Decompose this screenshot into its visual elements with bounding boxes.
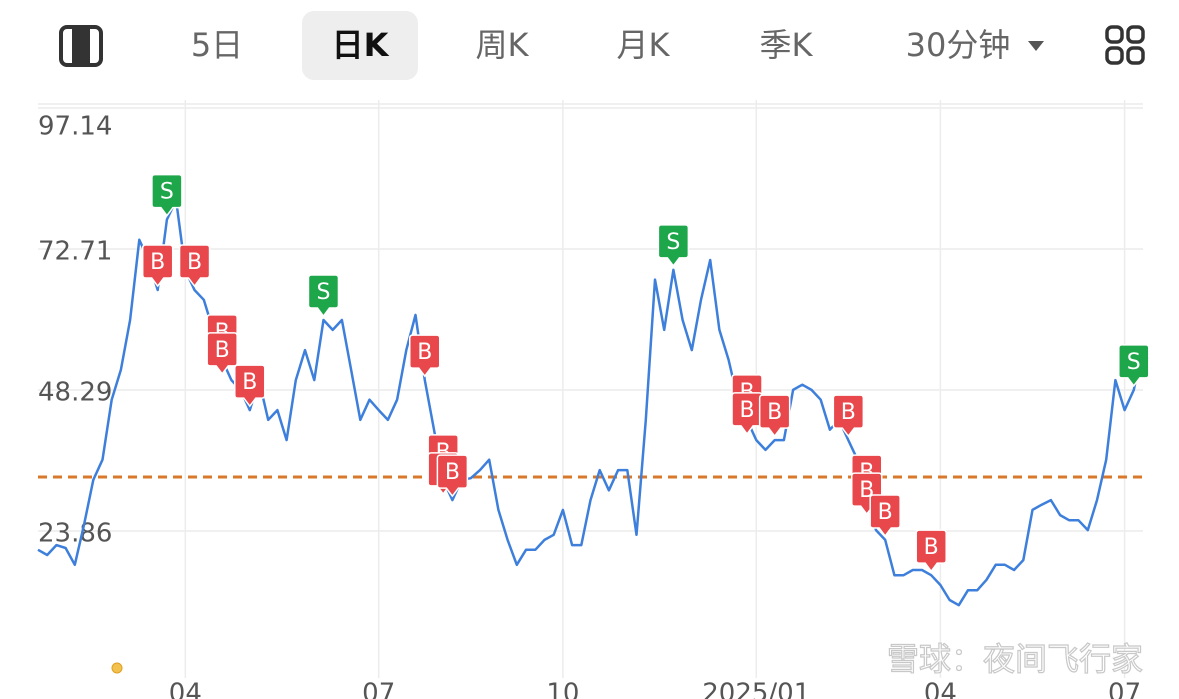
signal-marker: S — [307, 274, 340, 318]
x-tick-label: 07 — [1108, 679, 1141, 699]
y-tick-label: 48.29 — [38, 377, 112, 407]
marker-label: S — [666, 230, 680, 255]
tab-label: 季K — [760, 26, 814, 64]
marker-pin — [178, 244, 211, 288]
marker-pin — [234, 364, 266, 408]
marker-pin — [657, 224, 690, 268]
marker-pin — [141, 244, 174, 288]
dropdown-arrow — [1028, 41, 1044, 51]
signal-marker: B — [436, 454, 469, 498]
tab[interactable]: 日K — [302, 11, 418, 80]
x-tick-label: 07 — [362, 679, 395, 699]
marker-pin — [1118, 344, 1150, 388]
marker-pin — [832, 394, 865, 438]
marker-label: B — [417, 340, 432, 365]
signal-marker: S — [151, 173, 183, 217]
marker-pin — [915, 529, 947, 573]
tab[interactable]: 5日 — [191, 26, 243, 64]
signal-marker: B — [731, 392, 763, 436]
marker-label: B — [924, 535, 939, 560]
layout-icon[interactable] — [59, 25, 103, 67]
tab-label: 日K — [332, 26, 390, 64]
marker-pin — [869, 494, 901, 538]
marker-label: S — [1127, 350, 1141, 375]
signal-marker: B — [234, 364, 266, 408]
tab[interactable]: 月K — [617, 26, 671, 64]
tab-highlight — [302, 11, 418, 80]
signal-marker: B — [206, 332, 238, 376]
marker-label: S — [160, 180, 174, 205]
marker-pin — [436, 454, 469, 498]
marker-label: S — [316, 280, 330, 305]
marker-pin — [409, 334, 441, 378]
tab[interactable]: 季K — [760, 26, 814, 64]
tab-label: 5日 — [191, 26, 243, 64]
marker-label: B — [767, 400, 782, 425]
signal-marker: B — [869, 494, 901, 538]
tab[interactable]: 周K — [476, 26, 530, 64]
signal-marker: B — [915, 529, 947, 573]
y-tick-label: 23.86 — [38, 518, 112, 548]
signal-marker: B — [178, 244, 211, 288]
y-tick-label: 97.14 — [38, 112, 112, 142]
x-tick-label: 04 — [924, 679, 957, 699]
marker-label: B — [187, 250, 202, 275]
y-tick-label: 72.71 — [38, 237, 112, 267]
marker-label: B — [445, 460, 460, 485]
marker-label: B — [841, 400, 856, 425]
marker-label: B — [150, 250, 165, 275]
x-tick-label: 2025/01 — [702, 679, 810, 699]
marker-label: B — [215, 338, 230, 363]
marker-pin — [151, 173, 183, 217]
marker-label: B — [739, 398, 754, 423]
x-tick-label: 04 — [169, 679, 202, 699]
signal-marker: S — [657, 224, 690, 268]
tab-label: 周K — [476, 26, 530, 64]
signal-marker: B — [141, 244, 174, 288]
signal-marker: B — [409, 334, 441, 378]
marker-label: B — [242, 370, 257, 395]
signal-marker: B — [832, 394, 865, 438]
marker-pin — [307, 274, 340, 318]
tab-label: 30分钟 — [906, 26, 1011, 64]
grid-icon[interactable] — [1105, 25, 1145, 65]
signal-marker: S — [1118, 344, 1150, 388]
tab-label: 月K — [617, 26, 671, 64]
watermark: 雪球：夜间飞行家 — [887, 640, 1143, 678]
marker-label: B — [878, 500, 893, 525]
x-tick-label: 10 — [546, 679, 579, 699]
marker-pin — [758, 394, 791, 438]
event-dot — [111, 662, 123, 674]
tab[interactable]: 30分钟 — [906, 26, 1044, 64]
signal-marker: B — [758, 394, 791, 438]
